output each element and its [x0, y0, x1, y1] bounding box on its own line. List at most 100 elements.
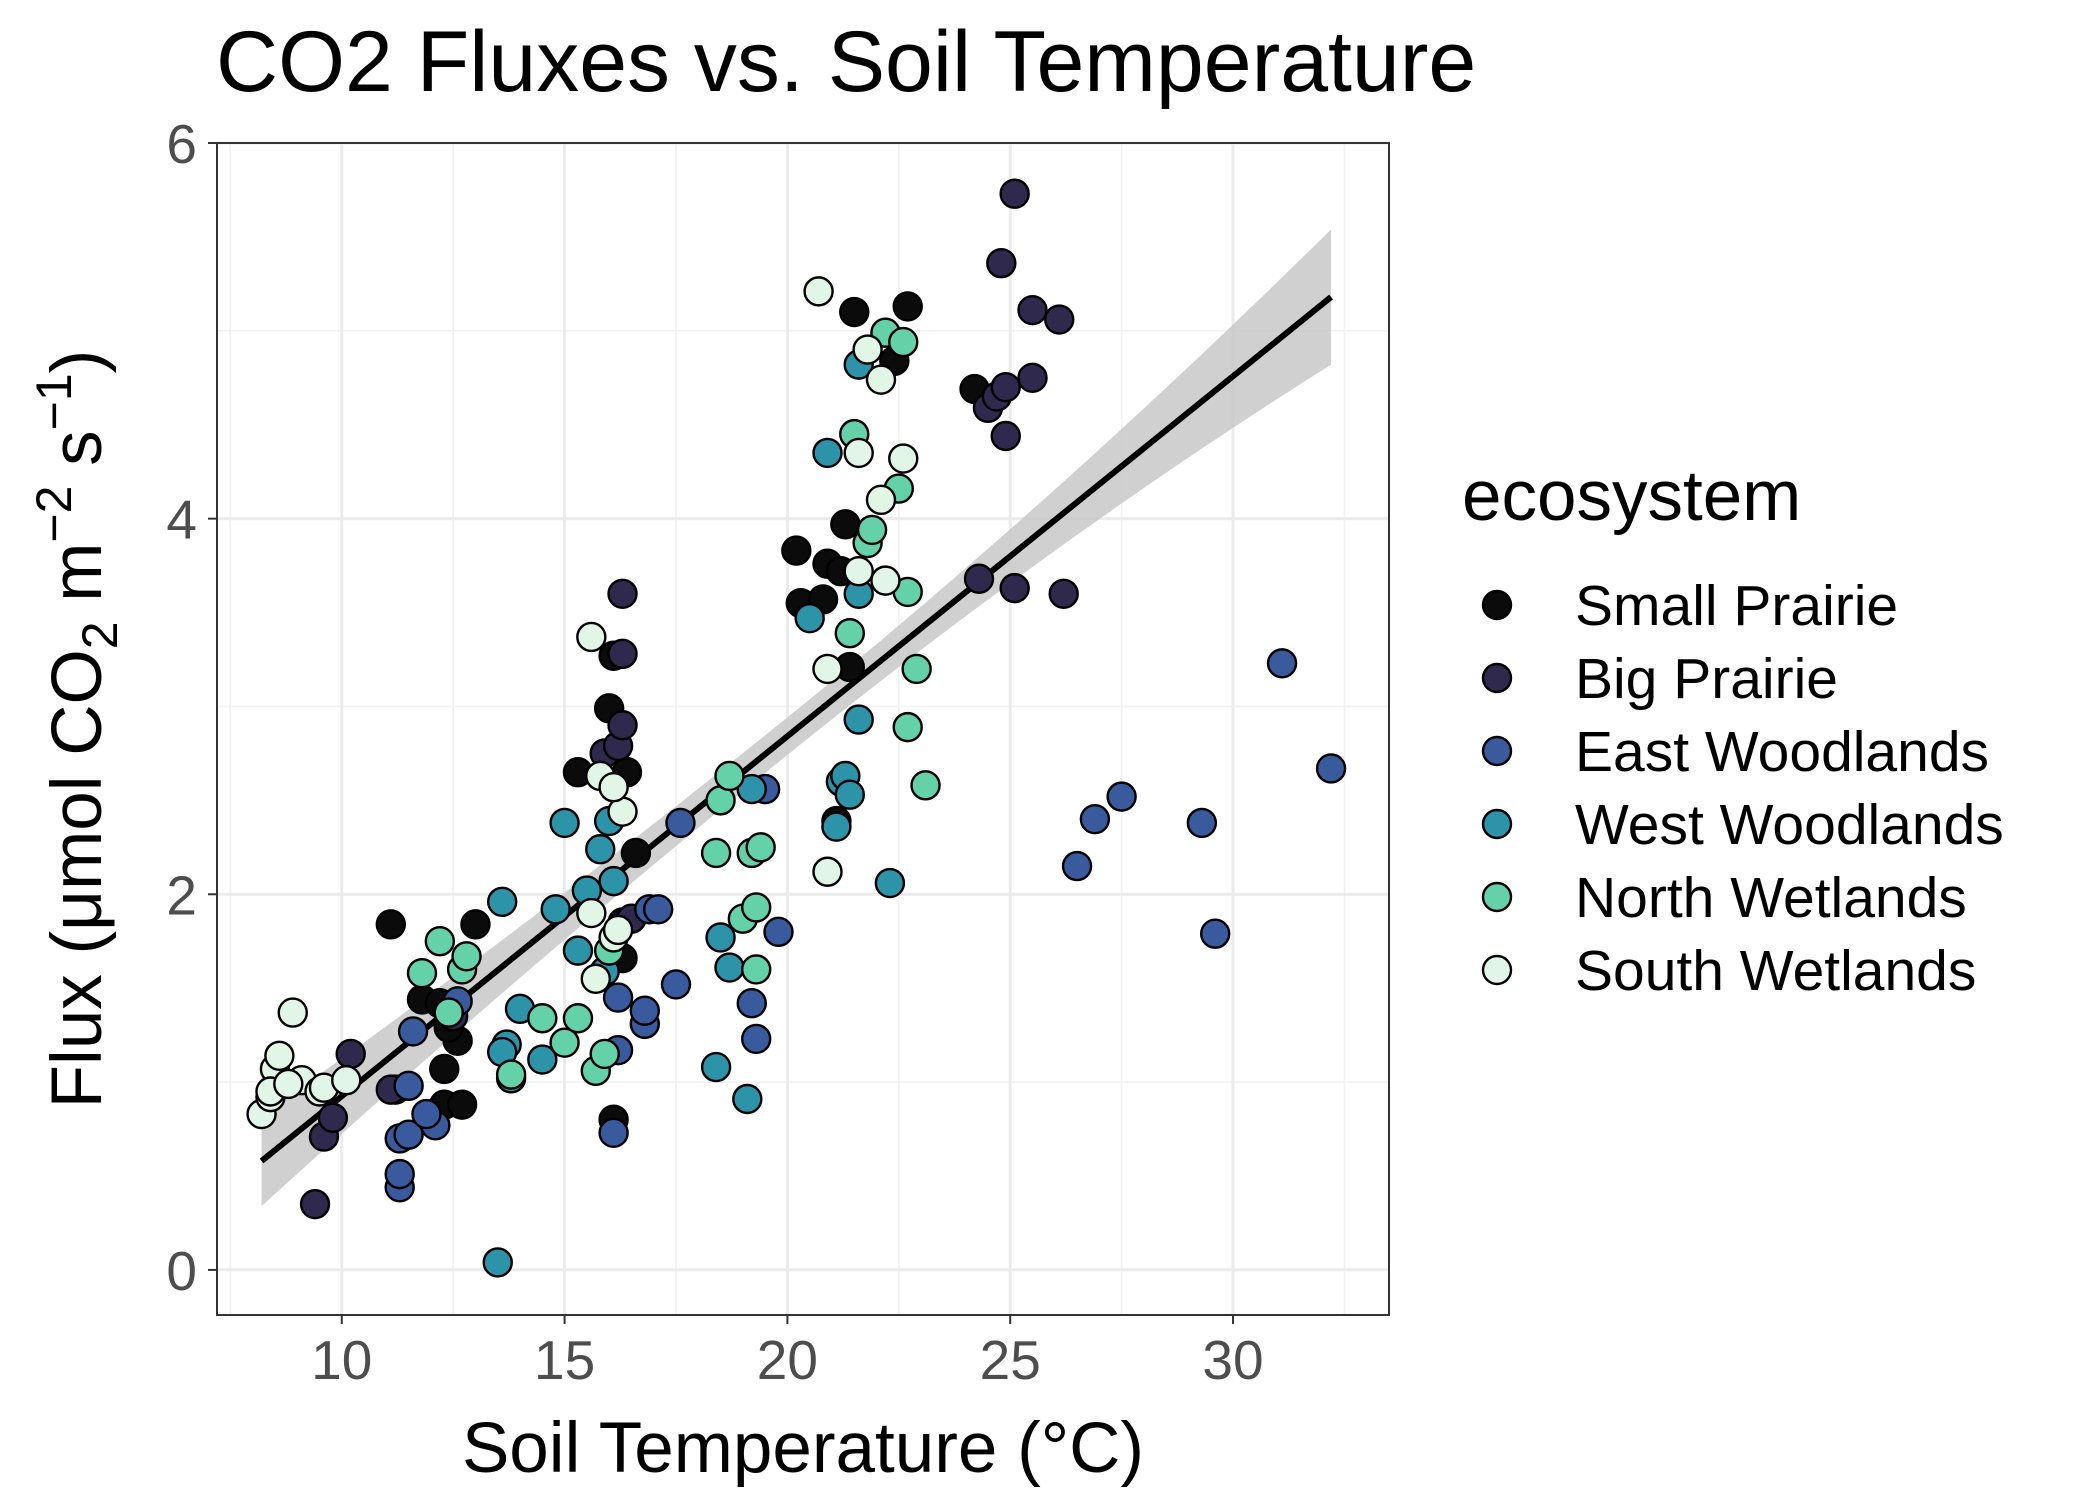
legend-key-north-wetlands	[1481, 881, 1513, 913]
point-big-prairie	[986, 248, 1017, 279]
point-west-woodlands	[834, 779, 865, 810]
point-north-wetlands	[495, 1059, 527, 1090]
point-south-wetlands	[264, 1040, 295, 1072]
point-west-woodlands	[732, 1083, 763, 1115]
point-south-wetlands	[870, 565, 901, 596]
point-west-woodlands	[487, 886, 518, 917]
point-west-woodlands	[585, 834, 616, 865]
point-south-wetlands	[277, 997, 308, 1028]
y-axis-title-prefix: Flux (μmol CO	[38, 649, 117, 1108]
point-west-woodlands	[714, 952, 745, 983]
point-east-woodlands	[411, 1098, 442, 1130]
point-west-woodlands	[794, 602, 825, 634]
point-east-woodlands	[393, 1070, 424, 1102]
point-north-wetlands	[562, 1003, 594, 1034]
point-south-wetlands	[576, 621, 607, 653]
point-north-wetlands	[834, 618, 865, 649]
point-big-prairie	[1017, 294, 1048, 326]
point-east-woodlands	[384, 1158, 415, 1190]
point-north-wetlands	[406, 957, 438, 989]
point-west-woodlands	[812, 437, 843, 469]
point-south-wetlands	[888, 443, 919, 474]
point-east-woodlands	[1186, 807, 1218, 839]
point-east-woodlands	[1061, 850, 1093, 882]
point-east-woodlands	[393, 1119, 424, 1150]
point-west-woodlands	[562, 935, 594, 966]
y-axis: 0 2 4 6	[166, 113, 217, 1302]
legend-title: ecosystem	[1462, 457, 1801, 536]
point-south-wetlands	[852, 334, 883, 365]
point-big-prairie	[1017, 362, 1048, 393]
point-small-prairie	[375, 909, 406, 940]
point-north-wetlands	[549, 1027, 580, 1058]
legend-item-north-wetlands: North Wetlands	[1481, 866, 1967, 930]
point-big-prairie	[607, 578, 638, 609]
point-big-prairie	[963, 563, 995, 594]
point-north-wetlands	[527, 1003, 558, 1034]
point-west-woodlands	[874, 867, 906, 899]
point-east-woodlands	[1266, 648, 1298, 679]
x-tick-label: 20	[757, 1329, 818, 1391]
point-big-prairie	[1044, 304, 1075, 335]
point-small-prairie	[460, 909, 491, 940]
point-north-wetlands	[741, 954, 772, 985]
point-small-prairie	[892, 291, 923, 322]
point-east-woodlands	[602, 982, 634, 1013]
legend-label-small-prairie: Small Prairie	[1575, 574, 1898, 638]
point-small-prairie	[429, 1053, 460, 1085]
plot-panel	[216, 141, 1390, 1316]
point-south-wetlands	[273, 1068, 304, 1100]
point-south-wetlands	[331, 1065, 362, 1096]
point-small-prairie	[839, 296, 870, 328]
y-axis-title-s-exponent: −1	[26, 373, 82, 430]
point-south-wetlands	[843, 437, 874, 469]
legend-item-east-woodlands: East Woodlands	[1481, 720, 1989, 784]
legend: ecosystem Small Prairie Big Prairie East W…	[1462, 457, 2004, 1003]
point-south-wetlands	[812, 653, 843, 685]
point-south-wetlands	[803, 276, 834, 307]
point-north-wetlands	[892, 711, 923, 743]
point-south-wetlands	[865, 364, 897, 395]
x-tick-label: 30	[1202, 1329, 1263, 1391]
point-west-woodlands	[736, 773, 767, 805]
point-south-wetlands	[865, 484, 897, 516]
point-south-wetlands	[580, 963, 611, 995]
point-big-prairie	[607, 638, 638, 670]
y-axis-title-suffix: )	[38, 350, 117, 374]
x-tick-label: 25	[980, 1329, 1041, 1391]
point-north-wetlands	[424, 926, 456, 957]
point-big-prairie	[990, 371, 1021, 403]
point-west-woodlands	[843, 704, 874, 735]
point-small-prairie	[446, 1089, 478, 1120]
point-north-wetlands	[700, 837, 732, 869]
legend-label-north-wetlands: North Wetlands	[1575, 866, 1967, 930]
legend-label-west-woodlands: West Woodlands	[1575, 793, 2004, 857]
point-east-woodlands	[1079, 803, 1111, 835]
point-big-prairie	[990, 420, 1021, 452]
point-north-wetlands	[901, 653, 932, 685]
point-north-wetlands	[741, 892, 772, 923]
point-north-wetlands	[856, 514, 888, 546]
legend-item-south-wetlands: South Wetlands	[1481, 939, 1976, 1003]
point-south-wetlands	[843, 556, 874, 587]
point-south-wetlands	[576, 897, 607, 929]
legend-key-south-wetlands	[1481, 954, 1513, 986]
y-tick-label: 6	[166, 113, 197, 175]
point-big-prairie	[999, 178, 1030, 209]
point-big-prairie	[999, 572, 1030, 604]
point-east-woodlands	[598, 1117, 629, 1149]
point-west-woodlands	[705, 922, 736, 953]
point-east-woodlands	[741, 1023, 772, 1055]
point-south-wetlands	[598, 772, 629, 803]
point-north-wetlands	[433, 997, 464, 1028]
point-east-woodlands	[1315, 753, 1347, 784]
point-big-prairie	[1048, 578, 1079, 609]
point-north-wetlands	[451, 941, 482, 972]
legend-label-east-woodlands: East Woodlands	[1575, 720, 1989, 784]
point-west-woodlands	[821, 811, 852, 842]
legend-key-small-prairie	[1481, 589, 1513, 621]
point-west-woodlands	[549, 807, 580, 839]
confidence-band	[261, 229, 1332, 1207]
point-east-woodlands	[660, 969, 692, 1000]
